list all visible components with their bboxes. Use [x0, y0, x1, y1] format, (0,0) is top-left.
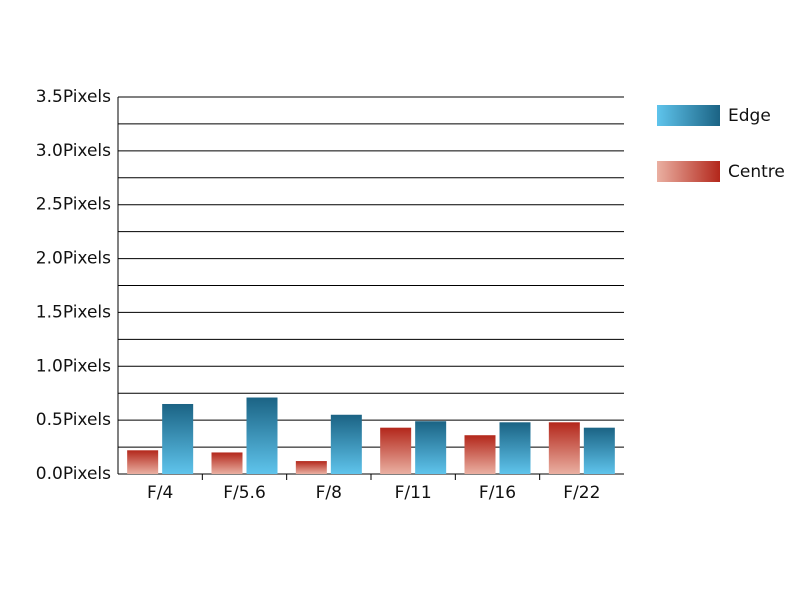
x-tick-label: F/8 — [316, 483, 342, 503]
y-tick-label: 1.5Pixels — [36, 302, 111, 322]
y-tick-label: 3.0Pixels — [36, 141, 111, 161]
x-tick-label: F/5.6 — [223, 483, 266, 503]
x-tick-label: F/22 — [563, 483, 600, 503]
bar — [548, 422, 580, 474]
y-tick-label: 0.0Pixels — [36, 464, 111, 484]
bar — [330, 414, 362, 474]
legend-label: Centre — [728, 162, 785, 182]
bar — [162, 403, 194, 474]
x-tick-label: F/16 — [479, 483, 516, 503]
bar — [415, 421, 447, 474]
bar — [211, 452, 243, 474]
x-tick-label: F/4 — [147, 483, 173, 503]
legend-label: Edge — [728, 106, 771, 126]
y-tick-label: 2.0Pixels — [36, 249, 111, 269]
bar — [246, 397, 278, 474]
y-tick-label: 3.5Pixels — [36, 87, 111, 107]
y-tick-label: 0.5Pixels — [36, 410, 111, 430]
bar — [295, 461, 327, 474]
legend-swatch — [657, 161, 720, 182]
x-tick-label: F/11 — [395, 483, 432, 503]
bar — [499, 422, 531, 474]
bar — [583, 427, 615, 474]
y-tick-label: 2.5Pixels — [36, 195, 111, 215]
legend-swatch — [657, 105, 720, 126]
y-tick-label: 1.0Pixels — [36, 356, 111, 376]
bar — [464, 435, 496, 474]
bar — [380, 427, 412, 474]
bar — [127, 450, 159, 474]
